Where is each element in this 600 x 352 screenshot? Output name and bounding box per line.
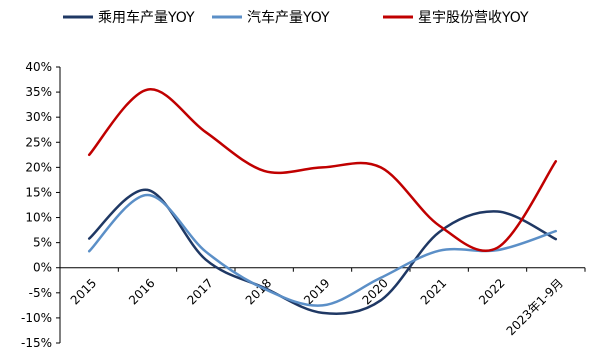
series-line-1: [87, 193, 558, 307]
y-tick-label: 0%: [33, 261, 52, 275]
y-tick-label: 25%: [25, 135, 52, 149]
y-tick-label: 30%: [25, 110, 52, 124]
legend: 乘用车产量YOY 汽车产量YOY 星宇股份营收YOY: [63, 9, 529, 26]
y-tick-label: -15%: [21, 336, 52, 350]
x-tick-label: 2016: [126, 276, 157, 307]
x-axis: 2015 2016 2017 2018 2019 2020 2021 20222023年1-9…: [59, 267, 586, 338]
y-tick-label: -10%: [21, 311, 52, 325]
y-tick-label: 15%: [25, 185, 52, 199]
y-tick-label: 5%: [33, 236, 52, 250]
legend-label: 汽车产量YOY: [247, 9, 330, 26]
x-tick-label: 2021: [418, 276, 449, 307]
x-tick-label: 2015: [68, 276, 99, 307]
y-tick-label: 35%: [25, 85, 52, 99]
y-tick-label: 40%: [25, 60, 52, 74]
x-tick-label: 2019: [301, 276, 332, 307]
y-tick-label: -5%: [29, 286, 52, 300]
series-line-2: [87, 88, 558, 253]
legend-label: 星宇股份营收YOY: [418, 10, 529, 26]
y-tick-label: 20%: [25, 160, 52, 174]
series-lines: [87, 88, 558, 315]
x-tick-label: 2017: [184, 276, 215, 307]
x-tick-label: 2022: [476, 276, 507, 307]
legend-label: 乘用车产量YOY: [98, 9, 195, 26]
x-tick-label: 2023年1-9月: [504, 276, 566, 338]
y-tick-label: 10%: [25, 211, 52, 225]
series-line-0: [87, 188, 558, 315]
y-axis: 40% 35% 30% 25% 20% 15% 10% 5% 0% -5% -10% -15%: [21, 60, 61, 350]
